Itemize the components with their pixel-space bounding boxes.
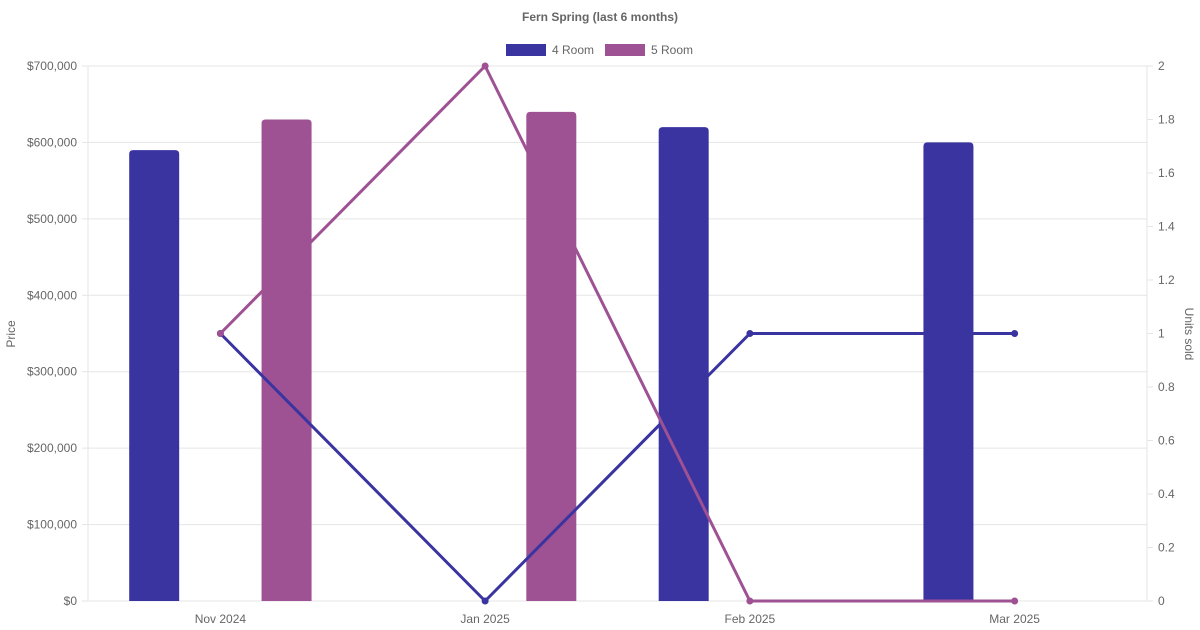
y-left-tick-label: $200,000 — [27, 441, 77, 455]
y-right-tick-label: 2 — [1158, 59, 1165, 73]
x-tick-label: Nov 2024 — [195, 612, 247, 626]
lines-layer — [216, 62, 1019, 605]
y-right-tick-label: 1.2 — [1158, 273, 1175, 287]
line-5-room — [219, 64, 1015, 603]
point-4-room — [746, 330, 754, 337]
bars-layer — [129, 111, 974, 602]
y-left-tick-label: $0 — [64, 594, 78, 608]
y-left-tick-label: $700,000 — [27, 59, 77, 73]
y-right-tick-label: 0.8 — [1158, 380, 1175, 394]
legend-swatch-4-room[interactable] — [506, 44, 546, 56]
y-right-tick-label: 0.4 — [1158, 487, 1175, 501]
x-tick-label: Mar 2025 — [989, 612, 1040, 626]
bar-4-room — [658, 127, 709, 602]
bar-4-room — [129, 150, 180, 602]
y-right-tick-label: 1 — [1158, 327, 1165, 341]
bar-5-room — [261, 119, 312, 601]
y-right-tick-label: 1.6 — [1158, 166, 1175, 180]
y-left-tick-label: $300,000 — [27, 365, 77, 379]
y-right-tick-label: 0.6 — [1158, 434, 1175, 448]
point-5-room — [746, 597, 754, 605]
y-axis-left-title: Price — [4, 320, 18, 348]
point-5-room — [1011, 597, 1019, 605]
y-left-tick-label: $100,000 — [27, 518, 77, 532]
y-right-tick-label: 0 — [1158, 594, 1165, 608]
legend: 4 Room 5 Room — [506, 43, 693, 57]
legend-label-5-room[interactable]: 5 Room — [651, 43, 693, 57]
bar-4-room — [923, 142, 974, 601]
point-5-room — [481, 62, 489, 70]
y-left-tick-label: $500,000 — [27, 212, 77, 226]
point-4-room — [1011, 330, 1019, 337]
legend-label-4-room[interactable]: 4 Room — [552, 43, 594, 57]
bar-5-room — [526, 111, 577, 601]
y-right-tick-label: 0.2 — [1158, 541, 1175, 555]
x-tick-label: Jan 2025 — [460, 612, 510, 626]
y-left-tick-label: $600,000 — [27, 135, 77, 149]
point-4-room — [481, 597, 489, 605]
chart-title: Fern Spring (last 6 months) — [522, 10, 678, 24]
line-4-room — [219, 332, 1015, 603]
y-right-tick-label: 1.8 — [1158, 113, 1175, 127]
point-5-room — [216, 330, 224, 337]
y-right-tick-label: 1.4 — [1158, 220, 1175, 234]
legend-swatch-5-room[interactable] — [605, 44, 645, 56]
y-left-tick-label: $400,000 — [27, 288, 77, 302]
y-axis-right-title: Units sold — [1182, 308, 1196, 361]
x-tick-label: Feb 2025 — [725, 612, 776, 626]
axes-layer: $0 $100,000 $200,000 $300,000 $400,000 $500,0… — [27, 59, 1175, 626]
